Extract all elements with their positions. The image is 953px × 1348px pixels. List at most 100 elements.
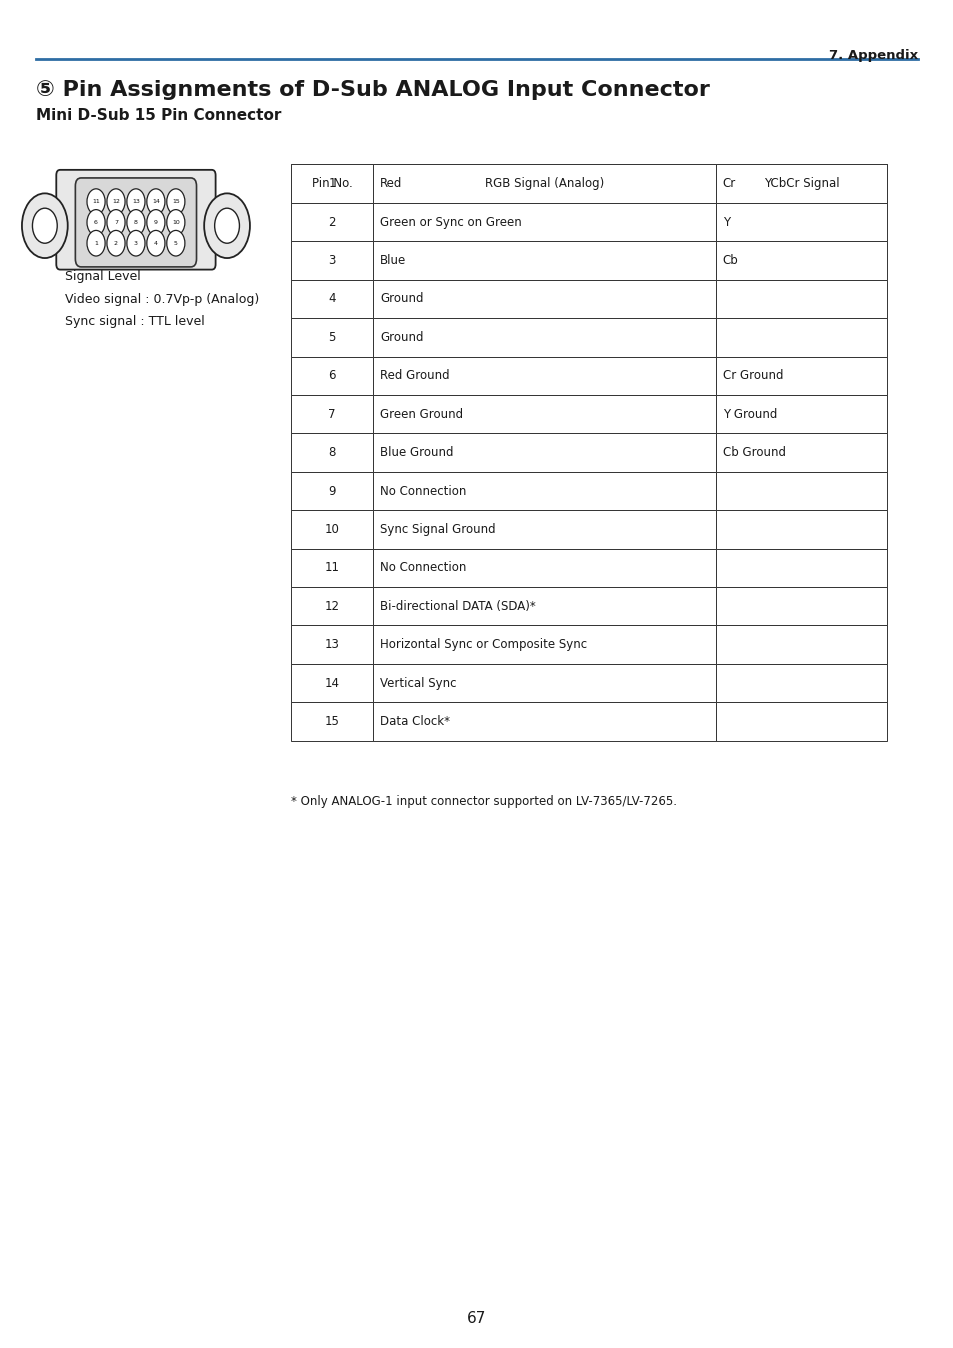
Bar [716, 625, 886, 663]
Text: 14: 14 [152, 200, 160, 204]
FancyBboxPatch shape [56, 170, 215, 270]
Text: Mini D-Sub 15 Pin Connector: Mini D-Sub 15 Pin Connector [36, 108, 281, 124]
Bar [291, 625, 373, 663]
Text: 15: 15 [172, 200, 179, 204]
Bar [373, 241, 716, 280]
Bar [373, 665, 716, 702]
Bar [716, 318, 886, 356]
Bar [716, 702, 886, 741]
Bar [716, 588, 886, 625]
Text: Vertical Sync: Vertical Sync [379, 677, 456, 690]
Bar [373, 280, 716, 318]
Text: 9: 9 [328, 484, 335, 497]
Text: 6: 6 [328, 369, 335, 383]
Text: Bi-directional DATA (SDA)*: Bi-directional DATA (SDA)* [379, 600, 536, 613]
Circle shape [87, 231, 105, 256]
Text: Y: Y [722, 216, 729, 229]
Bar [716, 511, 886, 549]
Text: 7: 7 [113, 220, 118, 225]
Text: Red Ground: Red Ground [379, 369, 449, 383]
Circle shape [167, 209, 185, 235]
Circle shape [167, 231, 185, 256]
Text: No Connection: No Connection [379, 484, 466, 497]
Bar [291, 280, 373, 318]
Bar [373, 511, 716, 549]
Bar [291, 702, 373, 741]
Text: Green Ground: Green Ground [379, 407, 462, 421]
Text: 14: 14 [324, 677, 339, 690]
Bar [373, 164, 716, 202]
Text: 3: 3 [328, 253, 335, 267]
Text: Video signal : 0.7Vp-p (Analog): Video signal : 0.7Vp-p (Analog) [65, 293, 259, 306]
Text: 10: 10 [172, 220, 179, 225]
Text: 5: 5 [173, 241, 177, 245]
Circle shape [87, 189, 105, 214]
Text: 3: 3 [133, 241, 138, 245]
Text: * Only ANALOG-1 input connector supported on LV-7365/LV-7265.: * Only ANALOG-1 input connector supporte… [291, 795, 677, 809]
Text: 12: 12 [112, 200, 120, 204]
Text: Data Clock*: Data Clock* [379, 714, 450, 728]
Text: Signal Level: Signal Level [65, 270, 140, 283]
Text: Sync signal : TTL level: Sync signal : TTL level [65, 315, 204, 329]
Text: YCbCr Signal: YCbCr Signal [763, 177, 839, 190]
Text: 9: 9 [153, 220, 158, 225]
Text: Y Ground: Y Ground [722, 407, 777, 421]
Circle shape [167, 189, 185, 214]
Text: Cr: Cr [722, 177, 736, 190]
Bar [373, 204, 716, 241]
Circle shape [204, 193, 250, 257]
Text: 2: 2 [328, 216, 335, 229]
Text: 13: 13 [132, 200, 140, 204]
Text: 5: 5 [328, 330, 335, 344]
Bar [291, 588, 373, 625]
Circle shape [107, 189, 125, 214]
Bar [716, 472, 886, 511]
Bar [373, 702, 716, 741]
Circle shape [127, 189, 145, 214]
Text: Ground: Ground [379, 330, 423, 344]
Text: 67: 67 [467, 1310, 486, 1326]
Bar [716, 395, 886, 434]
Text: Sync Signal Ground: Sync Signal Ground [379, 523, 495, 537]
Circle shape [107, 209, 125, 235]
Bar [291, 549, 373, 588]
Text: 11: 11 [324, 561, 339, 574]
Text: ⑤ Pin Assignments of D-Sub ANALOG Input Connector: ⑤ Pin Assignments of D-Sub ANALOG Input … [36, 81, 709, 100]
Bar [373, 472, 716, 511]
Bar [291, 395, 373, 434]
Text: 6: 6 [94, 220, 98, 225]
Circle shape [22, 193, 68, 257]
Bar [373, 433, 716, 472]
Bar [373, 625, 716, 663]
Text: 15: 15 [324, 714, 339, 728]
Bar [291, 433, 373, 472]
Circle shape [32, 208, 57, 243]
Text: 4: 4 [153, 241, 158, 245]
Bar [291, 665, 373, 702]
Bar [716, 241, 886, 280]
Bar [716, 549, 886, 588]
Bar [291, 318, 373, 356]
Bar [373, 164, 716, 202]
Bar [716, 164, 886, 202]
Bar [373, 356, 716, 395]
Text: Cb: Cb [722, 253, 738, 267]
Bar [291, 241, 373, 280]
Text: Red: Red [379, 177, 402, 190]
Bar [373, 395, 716, 434]
Text: 4: 4 [328, 293, 335, 306]
Circle shape [147, 209, 165, 235]
Text: 11: 11 [92, 200, 100, 204]
Bar [716, 164, 886, 202]
Bar [291, 472, 373, 511]
Bar [291, 356, 373, 395]
Circle shape [107, 231, 125, 256]
Text: Pin No.: Pin No. [312, 177, 352, 190]
Bar [373, 549, 716, 588]
Circle shape [147, 189, 165, 214]
Bar [291, 204, 373, 241]
Text: 1: 1 [328, 177, 335, 190]
Text: 1: 1 [94, 241, 98, 245]
Bar [291, 164, 373, 202]
Bar [716, 665, 886, 702]
